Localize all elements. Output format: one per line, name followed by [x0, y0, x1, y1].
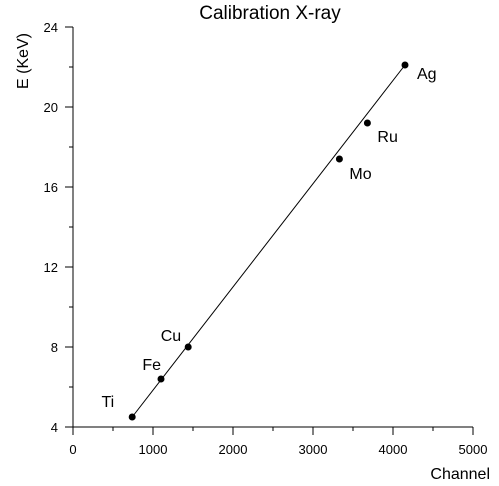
data-point-ag: [401, 61, 409, 69]
y-tick-label: 12: [44, 260, 58, 275]
calibration-fit-line: [131, 64, 406, 418]
point-label-ag: Ag: [417, 66, 437, 83]
y-axis-title: E (KeV): [15, 33, 32, 89]
point-label-ru: Ru: [377, 129, 397, 146]
y-tick-label: 4: [51, 420, 58, 435]
data-point-fe: [157, 375, 165, 383]
x-tick-label: 2000: [219, 442, 248, 457]
point-label-mo: Mo: [349, 166, 371, 183]
y-tick-label: 20: [44, 100, 58, 115]
x-tick-label: 0: [69, 442, 76, 457]
chart-title: Calibration X-ray: [199, 3, 341, 24]
x-tick-label: 5000: [459, 442, 488, 457]
point-label-ti: Ti: [101, 394, 114, 411]
axes: 0 1000 2000 3000 4000 5000 4 8 12 16 20 24: [44, 20, 488, 457]
point-label-cu: Cu: [161, 328, 181, 345]
x-tick-label: 4000: [379, 442, 408, 457]
data-point-ru: [363, 119, 371, 127]
x-tick-label: 3000: [299, 442, 328, 457]
y-tick-label: 16: [44, 180, 58, 195]
x-tick-label: 1000: [139, 442, 168, 457]
y-tick-label: 24: [44, 20, 58, 35]
point-label-fe: Fe: [142, 357, 161, 374]
fit-line-layer: [131, 64, 406, 418]
data-point-mo: [335, 155, 343, 163]
data-point-cu: [184, 343, 192, 351]
x-axis-title: Channel: [430, 466, 490, 483]
data-point-ti: [128, 413, 136, 421]
y-tick-label: 8: [51, 340, 58, 355]
